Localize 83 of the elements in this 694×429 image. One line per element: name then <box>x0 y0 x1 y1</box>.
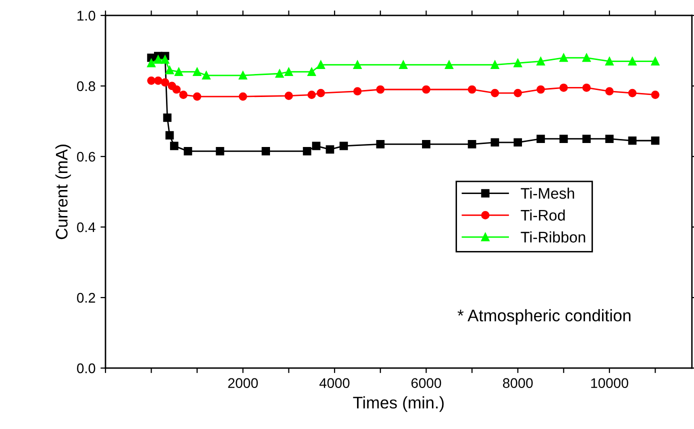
point <box>326 145 334 154</box>
point <box>514 58 522 68</box>
point <box>422 140 430 148</box>
point <box>628 88 637 98</box>
point <box>307 90 316 99</box>
point <box>172 85 181 94</box>
point <box>353 87 362 96</box>
point <box>536 134 545 144</box>
legend-label: Ti-Mesh <box>520 188 574 199</box>
point <box>312 142 320 150</box>
point <box>302 147 312 156</box>
point <box>316 88 325 98</box>
y-tick-label: 1.0 <box>78 10 96 21</box>
point <box>376 140 385 148</box>
point <box>582 84 591 92</box>
point <box>284 92 293 100</box>
point <box>147 76 156 85</box>
point <box>165 66 174 74</box>
point <box>651 136 660 145</box>
point <box>275 69 284 78</box>
point <box>559 84 568 92</box>
point <box>490 138 500 147</box>
y-tick-label: 0.6 <box>77 152 96 162</box>
point <box>536 57 545 66</box>
point <box>192 68 202 76</box>
point <box>202 71 210 80</box>
point <box>179 90 188 99</box>
point <box>628 136 637 145</box>
legend-label: Ti-Rod <box>520 209 565 221</box>
point <box>163 114 172 122</box>
point <box>559 54 568 62</box>
y-tick-label: 0.8 <box>77 81 96 92</box>
point <box>605 57 614 66</box>
point <box>376 85 385 94</box>
point <box>605 87 614 96</box>
x-tick-label: 4000 <box>319 378 350 388</box>
point <box>651 90 660 99</box>
point <box>165 131 174 140</box>
point <box>262 147 270 156</box>
point <box>605 134 614 144</box>
x-axis-title: Times (min.) <box>353 396 444 412</box>
point <box>514 88 522 98</box>
point <box>559 134 568 144</box>
x-tick-label: 8000 <box>502 378 533 388</box>
point <box>514 138 522 147</box>
point <box>160 55 170 64</box>
point <box>444 60 454 69</box>
point <box>628 57 637 66</box>
x-tick-label: 6000 <box>411 378 442 388</box>
point <box>422 85 430 94</box>
point <box>316 60 325 69</box>
y-tick-label: 0.4 <box>77 222 96 232</box>
annotation: * Atmospheric condition <box>458 309 630 325</box>
point <box>284 68 293 76</box>
point <box>147 58 156 68</box>
point <box>582 54 591 62</box>
y-tick-label: 0.0 <box>77 363 96 374</box>
point <box>490 60 500 69</box>
point <box>154 76 162 85</box>
y-axis-title: Current (mA) <box>55 144 71 240</box>
point <box>307 68 316 76</box>
point <box>170 142 178 150</box>
point <box>399 60 408 69</box>
point <box>216 147 224 156</box>
point <box>184 147 192 156</box>
point <box>490 88 500 98</box>
y-tick-label: 0.2 <box>77 292 96 303</box>
point <box>468 85 476 94</box>
point <box>353 60 362 69</box>
point <box>536 85 545 94</box>
point <box>160 78 170 87</box>
legend-label: Ti-Ribbon <box>520 231 586 243</box>
point <box>468 140 476 148</box>
point <box>154 55 162 64</box>
point <box>238 92 248 101</box>
point <box>651 57 660 66</box>
point <box>192 92 202 101</box>
point <box>238 71 248 80</box>
x-tick-label: 2000 <box>228 378 258 388</box>
point <box>340 142 348 150</box>
x-tick-label: 10000 <box>591 378 628 388</box>
point <box>582 134 591 144</box>
point <box>174 68 183 76</box>
